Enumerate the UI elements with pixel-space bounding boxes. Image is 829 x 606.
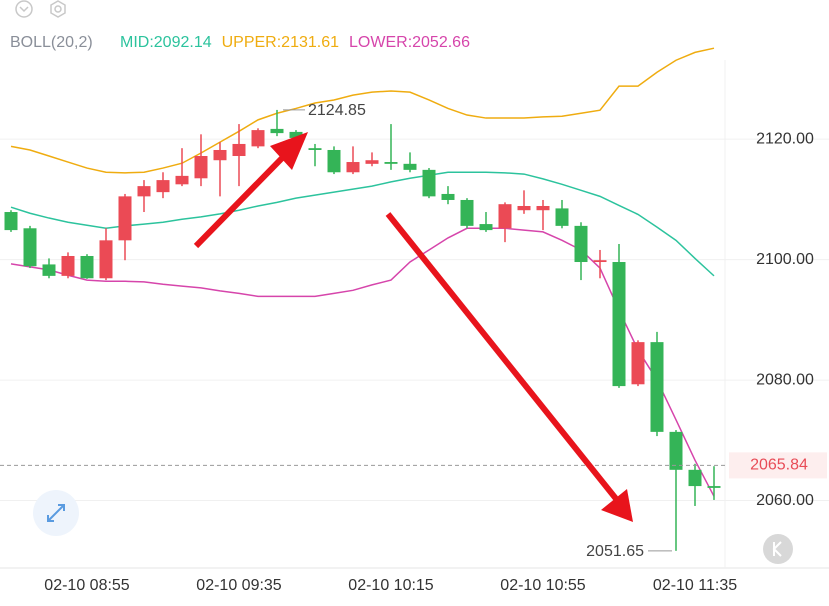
candle-body [517,205,531,211]
candle-body [688,469,702,487]
candle-body [232,143,246,157]
candle-body [346,162,360,173]
candle-body [403,163,417,170]
candle-body [4,212,18,231]
annotations: 2124.85 2051.65 2065.84 [0,102,827,560]
expand-icon [47,504,65,522]
trend-arrows [193,132,633,522]
candle-body [194,156,208,179]
last-price-box [729,452,827,479]
candle-body [631,342,645,385]
x-tick-label: 02-10 10:15 [348,577,434,594]
candle-body [23,228,37,267]
candle-body [441,193,455,200]
candle-body [137,186,151,197]
legend: MID:2092.14 UPPER:2131.61 LOWER:2052.66 [120,34,470,51]
candle-body [61,255,75,276]
candle-body [650,342,664,432]
band-line [10,227,715,497]
candle-body [498,204,512,229]
legend-entry: LOWER:2052.66 [349,34,470,51]
candle-body [175,175,189,185]
candle-body [422,169,436,197]
x-tick-label: 02-10 10:55 [500,577,586,594]
x-tick-label: 02-10 08:55 [44,577,130,594]
candle-body [536,205,550,211]
y-tick-label: 2060.00 [756,492,814,509]
settings-icon[interactable] [50,0,66,18]
candle-body [289,131,303,138]
high-marker-label: 2124.85 [308,102,366,119]
candle-body [707,486,721,488]
toolbar-icons [15,0,66,18]
back-button-bg[interactable] [763,534,793,564]
grid: 2060.00 2080.00 2100.00 2120.00 02-10 08:55 0… [0,130,829,594]
candle-body [270,128,284,134]
expand-button[interactable] [33,490,79,536]
settings-icon-core [54,5,62,13]
band-line [10,171,715,277]
candle-body [80,255,94,279]
down-arrow-head [601,489,633,522]
candle-body [460,199,474,226]
up-arrow-shaft [193,149,291,249]
legend-entry: MID:2092.14 [120,34,212,51]
candle-body [118,196,132,241]
candle-body [42,264,56,276]
low-marker-label: 2051.65 [586,543,644,560]
x-tick-label: 02-10 11:35 [653,577,737,594]
y-tick-label: 2100.00 [756,251,814,268]
y-tick-label: 2120.00 [756,130,814,147]
band-line [10,47,715,174]
candle-body [593,260,607,263]
y-tick-label: 2080.00 [756,371,814,388]
candle-body [365,160,379,164]
collapse-icon[interactable] [15,0,33,18]
down-arrow-shaft [385,212,620,502]
candle-body [327,149,341,173]
legend-entry: UPPER:2131.61 [222,34,340,51]
indicator-name: BOLL(20,2) [10,34,93,51]
candle-body [555,208,569,226]
candle-body [384,162,398,164]
candle-body [213,149,227,161]
candle-body [612,262,626,387]
candle-body [251,130,265,147]
x-tick-label: 02-10 09:35 [196,577,282,594]
candle-body [308,148,322,150]
candles [4,109,721,551]
up-arrow-head [270,132,308,170]
candle-body [156,180,170,193]
candle-body [99,240,113,279]
candle-body [479,224,493,231]
back-button[interactable] [763,534,793,564]
collapse-icon-chevron [19,6,29,13]
candle-body [574,225,588,263]
last-price-label: 2065.84 [750,457,808,474]
candle-body [669,431,683,470]
back-icon [772,541,782,557]
